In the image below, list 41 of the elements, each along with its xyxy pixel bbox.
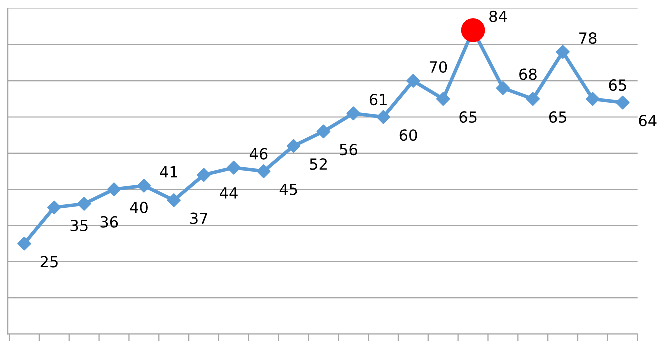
point	[496, 81, 510, 96]
data-label: 84	[490, 10, 508, 22]
point	[406, 74, 420, 88]
point	[346, 106, 361, 121]
data-label: 52	[310, 158, 327, 170]
point	[137, 179, 152, 193]
data-label: 35	[70, 220, 88, 232]
data-label: 60	[400, 130, 418, 142]
data-label: 40	[130, 202, 148, 214]
point	[77, 197, 92, 211]
point	[316, 124, 331, 139]
data-label: 64	[639, 115, 657, 127]
point	[526, 92, 540, 106]
point	[18, 236, 32, 251]
point	[256, 164, 271, 178]
data-label: 44	[220, 188, 238, 199]
point	[227, 160, 241, 175]
data-label: 37	[190, 212, 208, 224]
data-label: 41	[160, 166, 178, 178]
data-label: 25	[40, 256, 58, 268]
data-label: 56	[340, 144, 358, 156]
data-label: 36	[100, 216, 118, 228]
data-label: 65	[460, 111, 477, 124]
point	[107, 182, 122, 196]
data-label: 65	[549, 111, 567, 124]
data-label: 78	[580, 32, 597, 44]
point	[48, 200, 62, 215]
data-label: 68	[520, 68, 537, 80]
point	[376, 110, 390, 124]
data-label: 65	[609, 80, 626, 92]
point	[436, 92, 450, 106]
point	[616, 96, 630, 110]
data-label: 61	[370, 94, 387, 106]
point	[167, 194, 181, 208]
data-label: 45	[280, 184, 298, 196]
data-label: 70	[430, 61, 448, 74]
point	[286, 139, 301, 154]
point	[556, 45, 570, 60]
data-label: 46	[250, 148, 268, 160]
point	[586, 92, 600, 106]
point	[197, 168, 211, 182]
